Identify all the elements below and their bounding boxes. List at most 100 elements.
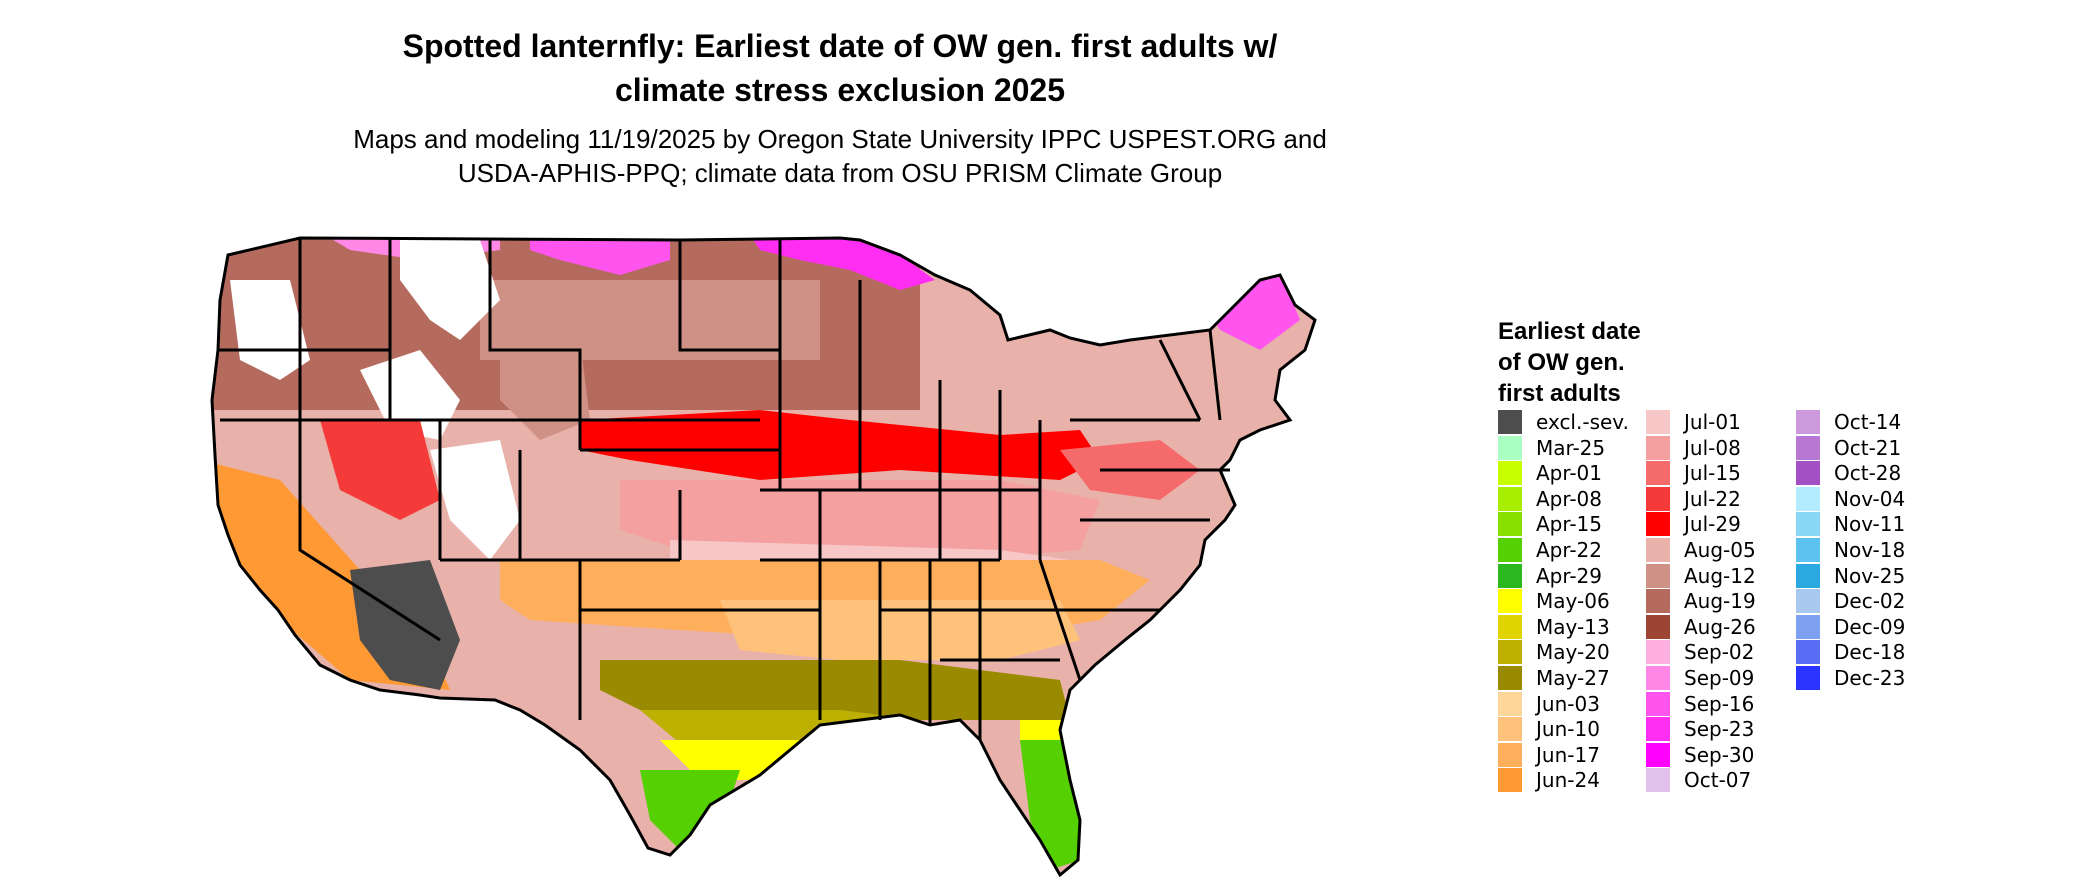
legend-label: Jul-22: [1684, 486, 1741, 511]
legend-label: Aug-12: [1684, 563, 1756, 588]
legend-swatch: [1796, 435, 1820, 460]
legend-swatch: [1498, 563, 1522, 588]
legend-item: Apr-22: [1498, 538, 1638, 562]
legend-swatch: [1796, 410, 1820, 434]
legend-label: Aug-26: [1684, 614, 1756, 639]
legend-item: May-27: [1498, 666, 1638, 690]
legend-swatch: [1498, 486, 1522, 511]
legend-swatch: [1646, 691, 1670, 716]
legend-swatch: [1646, 640, 1670, 665]
legend-item: Jul-08: [1646, 435, 1786, 460]
legend-swatch: [1498, 717, 1522, 742]
legend-item: Jun-10: [1498, 717, 1638, 742]
legend-swatch: [1498, 461, 1522, 486]
legend-swatch: [1498, 512, 1522, 537]
legend-swatch: [1646, 742, 1670, 767]
legend-item: Jun-17: [1498, 742, 1638, 767]
legend-label: Nov-25: [1834, 563, 1906, 588]
legend-swatch: [1796, 512, 1820, 537]
legend-label: May-20: [1536, 640, 1610, 665]
legend-item: Dec-02: [1796, 589, 1936, 614]
legend-swatch: [1498, 742, 1522, 767]
legend-label: Dec-23: [1834, 666, 1906, 690]
legend-label: Sep-16: [1684, 691, 1755, 716]
legend-item: Nov-11: [1796, 512, 1936, 537]
legend-label: Oct-28: [1834, 461, 1902, 486]
legend-item: Jun-03: [1498, 691, 1638, 716]
legend-swatch: [1796, 538, 1820, 562]
legend-label: Jun-24: [1536, 768, 1600, 793]
legend-item: Jul-29: [1646, 512, 1786, 537]
map-subtitle: Maps and modeling 11/19/2025 by Oregon S…: [260, 122, 1420, 190]
legend-swatch: [1796, 563, 1820, 588]
legend-title: Earliest date of OW gen. first adults: [1498, 316, 1698, 409]
legend-item: Aug-05: [1646, 538, 1786, 562]
legend-item: Apr-08: [1498, 486, 1638, 511]
legend-item: Dec-18: [1796, 640, 1936, 665]
legend-swatch: [1646, 538, 1670, 562]
legend-swatch: [1646, 486, 1670, 511]
legend-label: Oct-21: [1834, 435, 1902, 460]
legend-label: Jul-15: [1684, 461, 1741, 486]
map-title-line-2: climate stress exclusion 2025: [614, 72, 1066, 108]
legend-label: Jul-08: [1684, 435, 1741, 460]
legend-item: Apr-01: [1498, 461, 1638, 486]
legend-swatch: [1796, 461, 1820, 486]
legend-swatch: [1646, 614, 1670, 639]
legend-swatch: [1796, 486, 1820, 511]
legend-swatch: [1498, 666, 1522, 690]
legend-item: Dec-09: [1796, 614, 1936, 639]
legend-label: Jun-17: [1536, 742, 1600, 767]
legend-swatch: [1646, 717, 1670, 742]
legend-swatch: [1796, 589, 1820, 614]
legend-item: Nov-04: [1796, 486, 1936, 511]
legend-swatch: [1498, 640, 1522, 665]
legend-item: Oct-28: [1796, 461, 1936, 486]
legend-item: Oct-14: [1796, 410, 1936, 434]
legend-label: Jun-03: [1536, 691, 1600, 716]
legend-item: Apr-29: [1498, 563, 1638, 588]
map-title-line-1: Spotted lanternfly: Earliest date of OW …: [402, 28, 1278, 64]
legend-item: Sep-16: [1646, 691, 1786, 716]
legend-swatch: [1796, 666, 1820, 690]
legend-swatch: [1646, 435, 1670, 460]
legend-label: May-27: [1536, 666, 1610, 690]
legend-item: Sep-23: [1646, 717, 1786, 742]
legend-swatch: [1646, 589, 1670, 614]
legend-label: Dec-02: [1834, 589, 1906, 614]
legend-item: Aug-19: [1646, 589, 1786, 614]
legend-item: Aug-12: [1646, 563, 1786, 588]
map-subtitle-line-1: Maps and modeling 11/19/2025 by Oregon S…: [353, 124, 1327, 154]
legend-swatch: [1498, 691, 1522, 716]
legend-item: Jul-01: [1646, 410, 1786, 434]
state-borders: [210, 236, 1317, 878]
legend-item: Oct-21: [1796, 435, 1936, 460]
legend-item: Jul-15: [1646, 461, 1786, 486]
legend-item: Nov-18: [1796, 538, 1936, 562]
legend-label: Mar-25: [1536, 435, 1606, 460]
legend-item: Nov-25: [1796, 563, 1936, 588]
legend-label: May-06: [1536, 589, 1610, 614]
legend-label: Jul-29: [1684, 512, 1741, 537]
legend-label: Apr-29: [1536, 563, 1602, 588]
legend-item: May-06: [1498, 589, 1638, 614]
legend-swatch: [1498, 614, 1522, 639]
legend-item: Jul-22: [1646, 486, 1786, 511]
legend-label: Jun-10: [1536, 717, 1600, 742]
legend-swatch: [1498, 410, 1522, 434]
legend-title-line-2: of OW gen.: [1498, 349, 1625, 376]
legend-swatch: [1646, 512, 1670, 537]
legend-label: Oct-07: [1684, 768, 1752, 793]
legend-item: Apr-15: [1498, 512, 1638, 537]
legend-title-line-1: Earliest date: [1498, 318, 1641, 345]
legend-swatch: [1646, 666, 1670, 690]
legend-label: Aug-05: [1684, 538, 1756, 562]
legend-swatch: [1498, 435, 1522, 460]
legend-label: Apr-15: [1536, 512, 1602, 537]
legend-item: Dec-23: [1796, 666, 1936, 690]
map-subtitle-line-2: USDA-APHIS-PPQ; climate data from OSU PR…: [457, 158, 1223, 188]
legend-item: excl.-sev.: [1498, 410, 1638, 434]
legend-swatch: [1498, 589, 1522, 614]
us-map: [210, 236, 1317, 878]
legend-item: Sep-09: [1646, 666, 1786, 690]
